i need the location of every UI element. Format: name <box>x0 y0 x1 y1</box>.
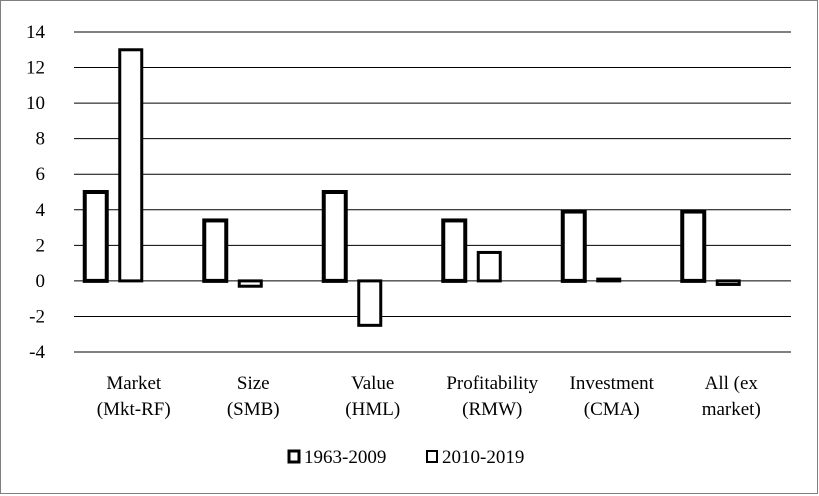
y-tick-label: 4 <box>36 200 46 221</box>
x-category-label: All (ex <box>705 373 759 394</box>
legend-label: 2010-2019 <box>442 447 524 468</box>
bar-series-2010-2019 <box>715 279 741 286</box>
x-category-label: market) <box>702 399 761 420</box>
legend-swatch <box>426 450 438 463</box>
bar-series-2010-2019 <box>237 279 263 288</box>
x-category-label: Market <box>106 373 162 394</box>
bar-series-2010-2019 <box>118 48 144 283</box>
bars <box>82 48 741 327</box>
bar-series-2010-2019 <box>596 277 622 283</box>
bar-series-1963-2009 <box>202 218 229 283</box>
y-tick-label: -4 <box>29 342 45 363</box>
legend-swatch <box>287 449 301 464</box>
legend-label: 1963-2009 <box>304 447 386 468</box>
x-category-label: Size <box>237 373 270 394</box>
y-tick-label: 8 <box>36 129 46 150</box>
x-category-label: Profitability <box>446 373 538 394</box>
gridlines <box>74 31 791 353</box>
bar-series-1963-2009 <box>680 209 707 283</box>
y-tick-label: 2 <box>36 235 46 256</box>
bar-series-1963-2009 <box>441 218 468 283</box>
legend: 1963-2009 2010-2019 <box>287 447 524 468</box>
x-category-label: (SMB) <box>227 399 280 420</box>
y-tick-label: 10 <box>26 93 45 114</box>
y-tick-label: 0 <box>36 271 46 292</box>
y-axis-tick-labels: -4 -2 0 2 4 6 8 10 12 14 <box>26 22 46 363</box>
x-category-label: (Mkt-RF) <box>97 399 171 420</box>
bar-series-1963-2009 <box>560 209 587 283</box>
x-category-label: (HML) <box>345 399 400 420</box>
x-category-label: Investment <box>570 373 655 394</box>
x-axis-category-labels: Market (Mkt-RF) Size (SMB) Value (HML) Profita… <box>97 373 761 420</box>
bar-series-1963-2009 <box>321 190 348 283</box>
bar-series-1963-2009 <box>82 190 109 283</box>
x-category-label: (RMW) <box>462 399 522 420</box>
bar-series-2010-2019 <box>357 279 383 327</box>
x-category-label: (CMA) <box>584 399 640 420</box>
y-tick-label: 14 <box>26 22 46 43</box>
y-tick-label: 12 <box>26 58 45 79</box>
bar-series-2010-2019 <box>476 250 502 283</box>
x-category-label: Value <box>351 373 394 394</box>
y-tick-label: -2 <box>29 306 45 327</box>
y-tick-label: 6 <box>36 164 46 185</box>
